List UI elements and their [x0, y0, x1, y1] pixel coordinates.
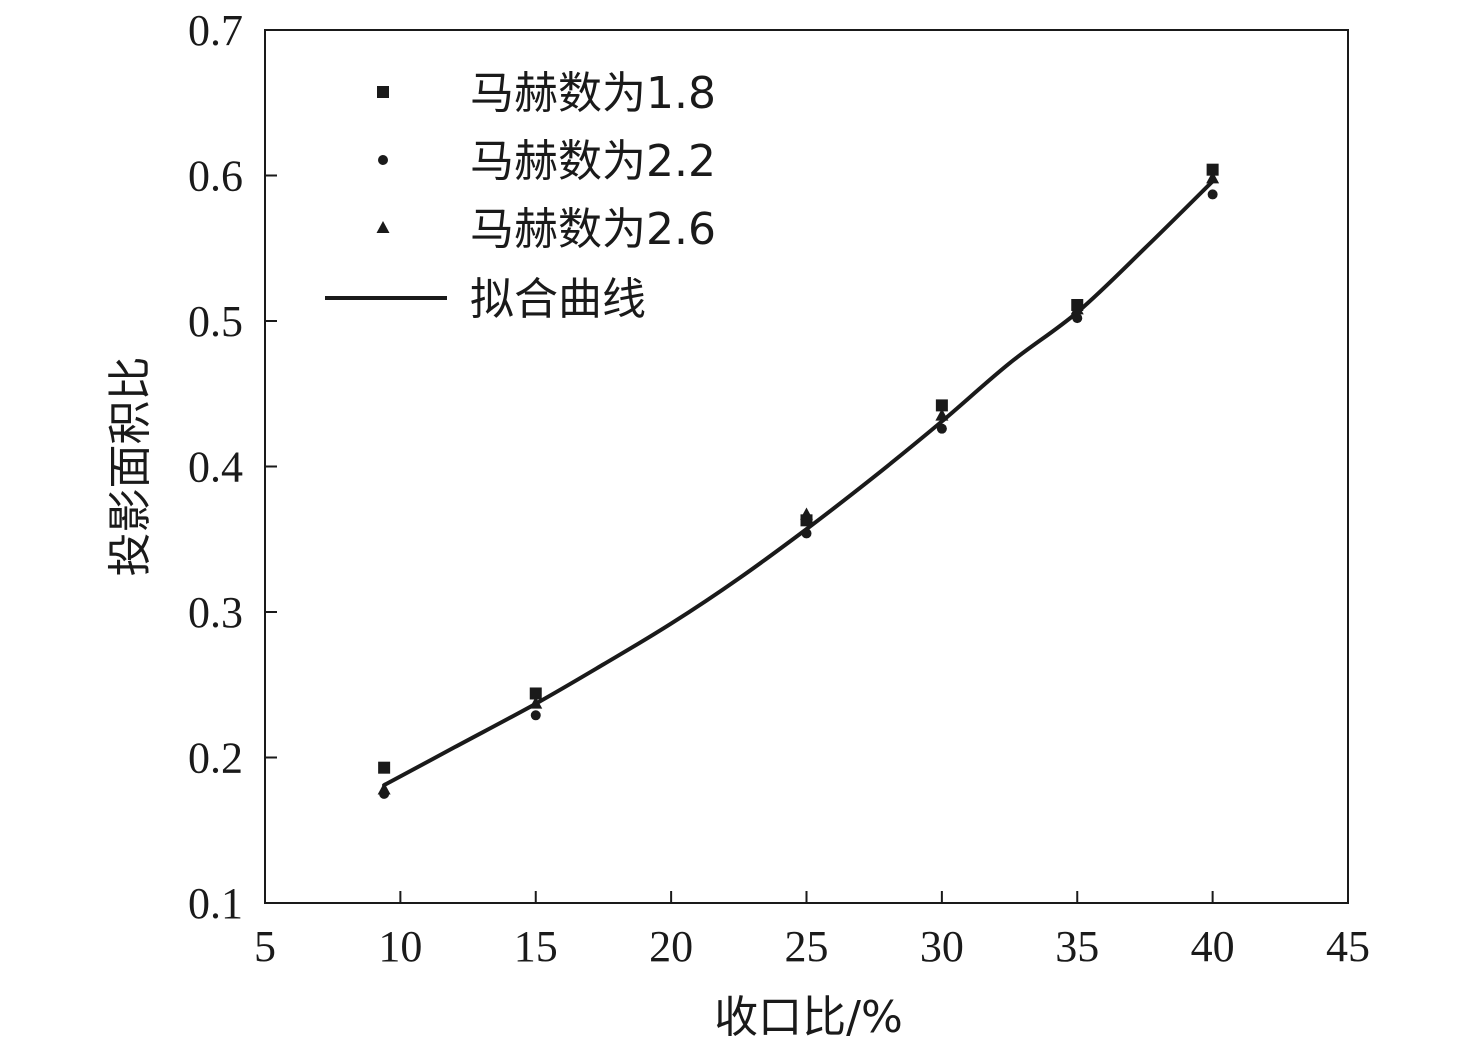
y-tick-label: 0.6 — [188, 152, 243, 201]
y-tick-label: 0.1 — [188, 879, 243, 928]
x-tick-label: 20 — [649, 922, 693, 971]
x-tick-label: 25 — [785, 922, 829, 971]
legend: 马赫数为1.8 马赫数为2.2 马赫数为2.6 拟合曲线 — [325, 68, 716, 325]
y-tick-label: 0.4 — [188, 443, 243, 492]
data-point-triangle — [1206, 171, 1220, 184]
data-point-square — [935, 399, 948, 412]
x-tick-label: 45 — [1326, 922, 1370, 971]
data-point-circle — [1207, 189, 1218, 200]
x-tick-label: 30 — [920, 922, 964, 971]
y-tick-label: 0.2 — [188, 734, 243, 783]
y-tick-label: 0.3 — [188, 588, 243, 637]
x-tick-label: 15 — [514, 922, 558, 971]
data-point-circle — [1072, 313, 1083, 324]
y-tick-label: 0.7 — [188, 6, 243, 55]
legend-marker-triangle — [376, 221, 390, 233]
data-point-triangle — [1070, 302, 1084, 315]
x-axis-title: 收口比/% — [714, 992, 903, 1043]
data-point-square — [378, 761, 391, 774]
data-point-square — [529, 687, 542, 700]
x-tick-label: 35 — [1055, 922, 1099, 971]
legend-label: 马赫数为1.8 — [470, 68, 716, 119]
x-tick-label: 10 — [378, 922, 422, 971]
legend-label: 马赫数为2.2 — [470, 136, 716, 187]
legend-marker-square — [377, 86, 389, 98]
legend-marker-circle — [378, 155, 388, 165]
x-tick-label: 5 — [254, 922, 276, 971]
data-point-circle — [801, 528, 812, 539]
data-point-circle — [936, 423, 947, 434]
data-point-triangle — [529, 696, 543, 709]
data-point-triangle — [800, 507, 813, 520]
data-point-triangle — [377, 782, 391, 795]
data-point-circle — [530, 710, 541, 721]
legend-label: 马赫数为2.6 — [470, 204, 716, 255]
x-tick-label: 40 — [1191, 922, 1235, 971]
fit-curve — [382, 179, 1215, 788]
y-axis-title: 投影面积比 — [105, 357, 156, 577]
data-point-square — [1206, 163, 1219, 176]
fit-curve-layer — [382, 179, 1215, 788]
data-points — [377, 163, 1220, 799]
legend-label: 拟合曲线 — [470, 274, 646, 325]
data-point-triangle — [935, 408, 949, 421]
y-tick-label: 0.5 — [188, 297, 243, 346]
plot-frame — [264, 29, 1349, 904]
tick-labels: 5 10 15 20 25 30 35 40 45 0.1 0.2 0.3 0.4 0.5 0.6 0.7 — [188, 6, 1370, 971]
axes — [264, 29, 1349, 904]
